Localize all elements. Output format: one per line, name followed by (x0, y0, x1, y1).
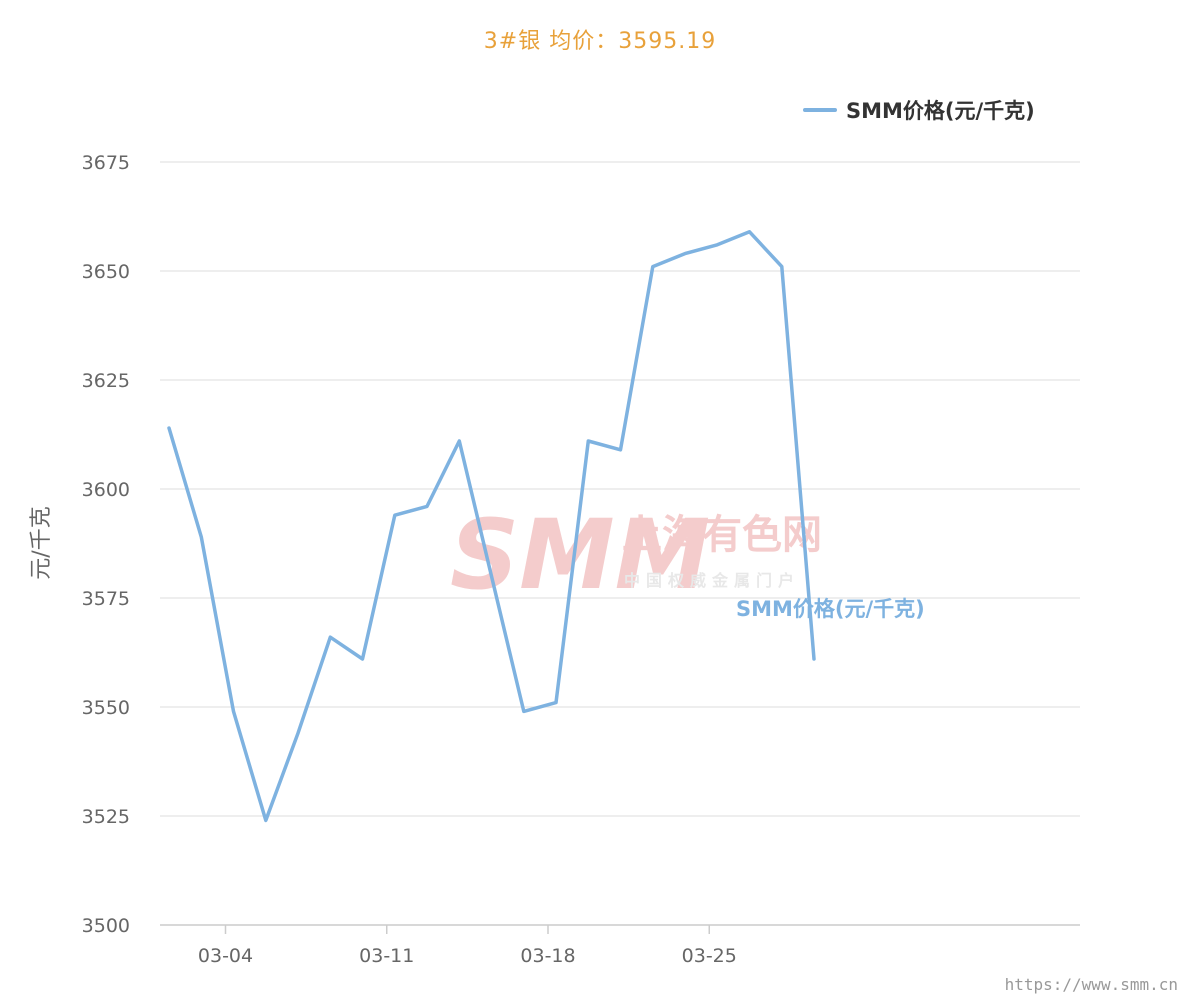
legend[interactable]: SMM价格(元/千克) (803, 99, 1035, 123)
x-tick-label: 03-25 (682, 945, 737, 967)
data-point[interactable]: 03-15: 3549 (518, 705, 530, 717)
watermark-tagline-text: 中国权威金属门户 (624, 571, 800, 590)
smm-watermark-logo: SMM 上海有色网 中国权威金属门户 (450, 499, 822, 611)
data-point[interactable]: 03-18: 3551 (550, 697, 562, 709)
y-tick-label: 3625 (82, 370, 130, 392)
x-tick-label: 03-18 (520, 945, 575, 967)
data-point[interactable]: 03-25: 3656 (711, 239, 723, 251)
y-axis-title: 元/千克 (29, 506, 54, 579)
data-point[interactable]: 03-21: 3651 (647, 261, 659, 273)
legend-item-label: SMM价格(元/千克) (846, 99, 1035, 123)
source-url[interactable]: https://www.smm.cn (1005, 975, 1178, 994)
data-point[interactable]: 03-28: 3561 (808, 653, 820, 665)
data-point[interactable]: 03-27: 3651 (776, 261, 788, 273)
series-layer: 02-29: 3614 03-01: 3589 03-04: 3549 03-05: … (163, 226, 820, 826)
data-point[interactable]: 03-20: 3609 (615, 444, 627, 456)
data-point[interactable]: 03-01: 3589 (195, 531, 207, 543)
x-tick-label: 03-04 (198, 945, 253, 967)
data-point[interactable]: 03-14: 3580 (486, 570, 498, 582)
data-point[interactable]: 03-04: 3549 (228, 705, 240, 717)
series-line-smm-price[interactable] (167, 230, 816, 823)
y-axis-ticks: 3500 3525 3550 3575 3600 3625 3650 3675 (82, 152, 130, 937)
series-annotation-label: SMM价格(元/千克) (736, 597, 925, 621)
y-tick-label: 3575 (82, 588, 130, 610)
data-point[interactable]: 03-05: 3524 (260, 814, 272, 826)
x-axis-ticks: 03-04 03-11 03-18 03-25 (198, 925, 737, 967)
chart-title: 3#银 均价：3595.19 (484, 29, 716, 54)
data-point[interactable]: 03-08: 3561 (357, 653, 369, 665)
data-point[interactable]: 03-07: 3566 (324, 631, 336, 643)
data-point[interactable]: 03-19: 3611 (582, 435, 594, 447)
grid-layer (160, 161, 1080, 926)
data-point[interactable]: 03-22: 3654 (679, 248, 691, 260)
y-tick-label: 3650 (82, 261, 130, 283)
data-point[interactable]: 03-26: 3659 (744, 226, 756, 238)
y-tick-label: 3500 (82, 915, 130, 937)
x-tick-label: 03-11 (359, 945, 414, 967)
y-tick-label: 3525 (82, 806, 130, 828)
data-point[interactable]: 03-06: 3544 (292, 727, 304, 739)
data-point[interactable]: 02-29: 3614 (163, 422, 175, 434)
data-point[interactable]: 03-12: 3596 (421, 500, 433, 512)
y-tick-label: 3675 (82, 152, 130, 174)
data-point[interactable]: 03-11: 3594 (389, 509, 401, 521)
data-point[interactable]: 03-13: 3611 (453, 435, 465, 447)
y-tick-label: 3600 (82, 479, 130, 501)
y-tick-label: 3550 (82, 697, 130, 719)
watermark-name-text: 上海有色网 (622, 512, 822, 558)
